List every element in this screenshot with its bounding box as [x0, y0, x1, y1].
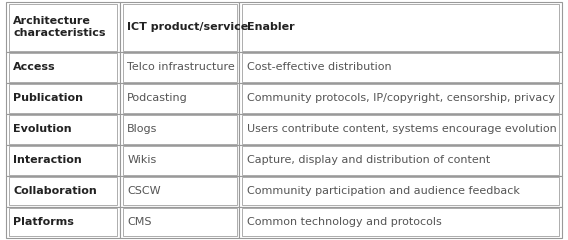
Text: Telco infrastructure: Telco infrastructure: [127, 62, 235, 72]
Text: Community participation and audience feedback: Community participation and audience fee…: [247, 186, 520, 196]
Bar: [240, 207, 562, 238]
Bar: [6, 2, 120, 52]
Bar: [240, 2, 562, 52]
Bar: [6, 114, 120, 145]
Bar: [9, 84, 117, 113]
Bar: [120, 2, 240, 52]
Bar: [9, 177, 117, 205]
Bar: [243, 53, 559, 82]
Text: Cost-effective distribution: Cost-effective distribution: [247, 62, 391, 72]
Text: Wikis: Wikis: [127, 155, 156, 165]
Bar: [6, 145, 120, 176]
Bar: [123, 4, 237, 51]
Bar: [123, 84, 237, 113]
Bar: [240, 145, 562, 176]
Bar: [120, 207, 240, 238]
Bar: [243, 146, 559, 174]
Bar: [123, 208, 237, 236]
Bar: [6, 52, 120, 83]
Text: Capture, display and distribution of content: Capture, display and distribution of con…: [247, 155, 490, 165]
Bar: [9, 208, 117, 236]
Bar: [6, 207, 120, 238]
Bar: [6, 176, 120, 207]
Bar: [123, 53, 237, 82]
Text: CMS: CMS: [127, 217, 152, 227]
Bar: [9, 146, 117, 174]
Bar: [120, 176, 240, 207]
Text: Publication: Publication: [13, 93, 83, 103]
Text: Access: Access: [13, 62, 56, 72]
Text: Enabler: Enabler: [247, 22, 294, 32]
Bar: [120, 83, 240, 114]
Text: ICT product/service: ICT product/service: [127, 22, 248, 32]
Text: Platforms: Platforms: [13, 217, 74, 227]
Text: Podcasting: Podcasting: [127, 93, 188, 103]
Bar: [9, 115, 117, 144]
Text: CSCW: CSCW: [127, 186, 161, 196]
Bar: [120, 145, 240, 176]
Text: Community protocols, IP/copyright, censorship, privacy: Community protocols, IP/copyright, censo…: [247, 93, 555, 103]
Text: Architecture
characteristics: Architecture characteristics: [13, 16, 106, 38]
Bar: [243, 177, 559, 205]
Bar: [120, 52, 240, 83]
Text: Common technology and protocols: Common technology and protocols: [247, 217, 441, 227]
Bar: [6, 83, 120, 114]
Bar: [123, 146, 237, 174]
Bar: [240, 114, 562, 145]
Bar: [243, 84, 559, 113]
Bar: [243, 208, 559, 236]
Bar: [123, 177, 237, 205]
Bar: [240, 83, 562, 114]
Bar: [9, 4, 117, 51]
Bar: [243, 115, 559, 144]
Bar: [120, 114, 240, 145]
Text: Collaboration: Collaboration: [13, 186, 97, 196]
Bar: [9, 53, 117, 82]
Text: Users contribute content, systems encourage evolution: Users contribute content, systems encour…: [247, 124, 557, 134]
Text: Blogs: Blogs: [127, 124, 157, 134]
Bar: [240, 52, 562, 83]
Text: Interaction: Interaction: [13, 155, 82, 165]
Bar: [240, 176, 562, 207]
Bar: [123, 115, 237, 144]
Text: Evolution: Evolution: [13, 124, 72, 134]
Bar: [243, 4, 559, 51]
